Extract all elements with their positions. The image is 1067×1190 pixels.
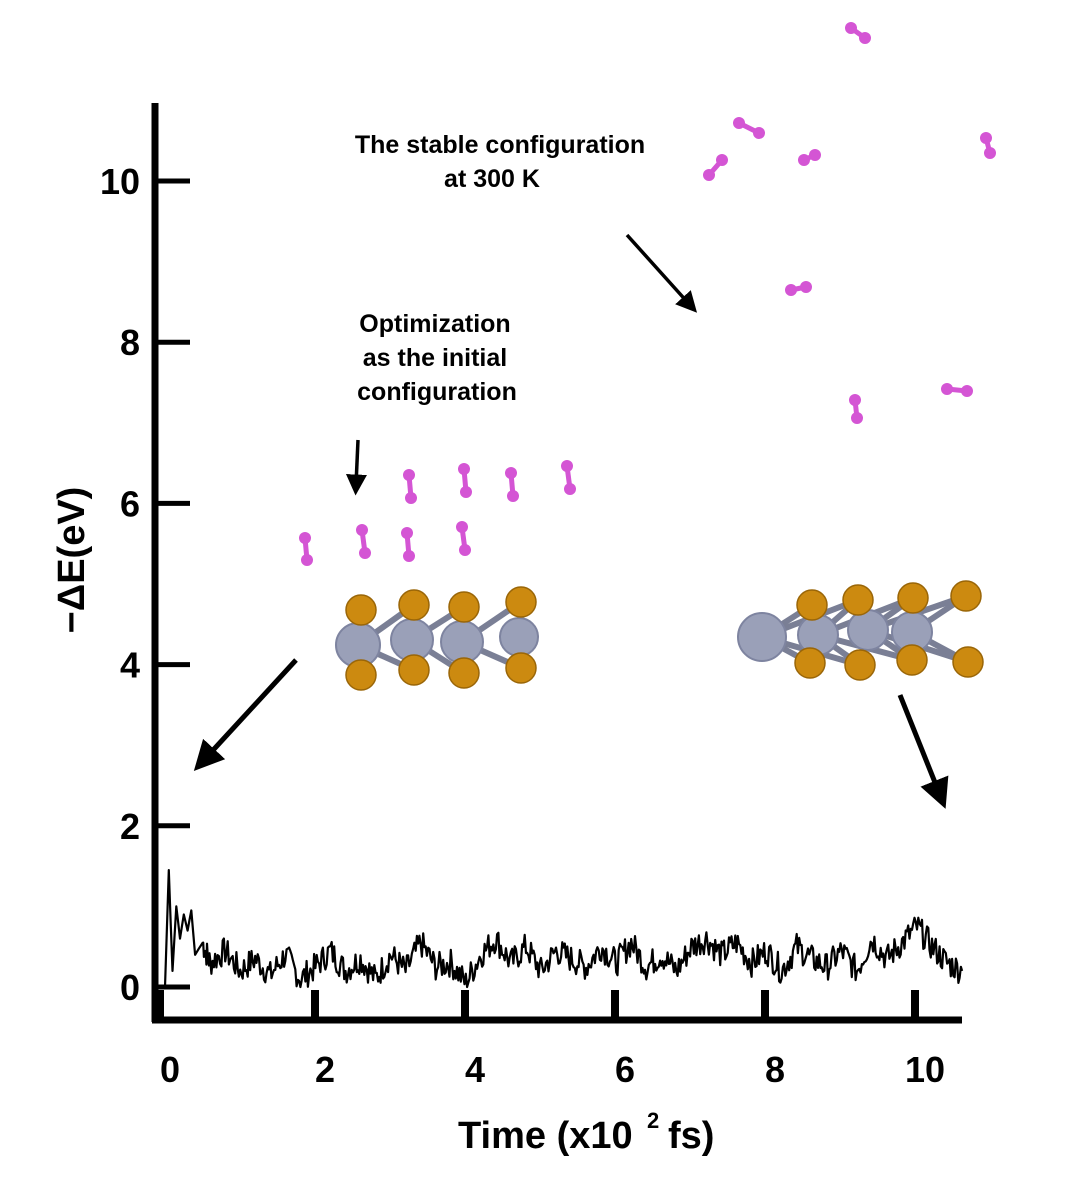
initial-configuration-structure [299,460,576,691]
initial-sulfur-bottom-1 [398,654,430,686]
stable-sulfur-top-2 [897,582,929,614]
arrow-initial-to-plot [193,658,298,772]
initial-metal-atom-3 [499,617,539,657]
x-tick-label-2: 2 [315,1049,335,1090]
stable-h2-molecule-7 [941,383,973,397]
initial-h2-molecule-6 [505,467,519,502]
y-tick-label-6: 6 [120,483,140,524]
stable-h2-molecule-0 [845,22,871,44]
annotation-stable-line-2: at 300 K [444,165,540,193]
stable-h2-molecule-1 [733,117,765,139]
initial-sulfur-top-3 [505,586,537,618]
annotation-optimization-line-3: configuration [357,378,517,406]
stable-sulfur-top-3 [950,580,982,612]
initial-sulfur-top-1 [398,589,430,621]
annotation-optimization-line-1: Optimization [359,310,510,338]
y-tick-label-10: 10 [100,161,140,202]
annotation-optimization: Optimization as the initial configuratio… [357,310,517,406]
annotation-stable: The stable configuration at 300 K [355,131,645,193]
y-tick-label-4: 4 [120,645,140,686]
axis-ticks [155,178,919,1020]
stable-sulfur-top-0 [796,589,828,621]
stable-sulfur-bottom-2 [896,644,928,676]
x-tick-label-6: 6 [615,1049,635,1090]
stable-mos2-slab [737,580,984,681]
initial-h2-molecule-5 [458,463,472,498]
stable-h2-molecule-5 [785,281,812,296]
initial-metal-atom-2 [440,620,484,664]
x-tick-label-0: 0 [160,1049,180,1090]
y-axis-title: −ΔE(eV) [51,487,93,634]
initial-h2-molecule-1 [356,524,371,559]
x-axis-title-exponent: 2 [647,1108,659,1133]
stable-sulfur-bottom-3 [952,646,984,678]
stable-metal-atom-2 [847,609,889,651]
initial-h2-molecule-7 [561,460,576,495]
initial-hydrogen-molecules [299,460,576,566]
y-tick-label-2: 2 [120,806,140,847]
arrow-stable-to-plot [897,694,949,809]
stable-configuration-structure [703,22,996,681]
x-axis-title: Time (x10 2 fs) [458,1108,714,1157]
x-axis-title-main: Time (x10 [458,1115,633,1157]
initial-sulfur-bottom-0 [345,659,377,691]
stable-metal-atom-0 [737,612,787,662]
initial-h2-molecule-2 [401,527,415,562]
stable-h2-molecule-3 [798,149,821,166]
x-axis-title-unit: fs) [668,1115,714,1157]
stable-h2-molecule-2 [703,154,728,181]
x-tick-label-10: 10 [905,1049,945,1090]
series-group [163,868,964,989]
initial-mos2-slab [335,586,539,691]
annotation-stable-line-1: The stable configuration [355,131,645,159]
stable-h2-molecule-4 [980,132,996,159]
x-tick-label-8: 8 [765,1049,785,1090]
initial-sulfur-bottom-2 [448,657,480,689]
stable-h2-molecule-6 [849,394,863,424]
stable-sulfur-bottom-1 [844,649,876,681]
initial-sulfur-top-2 [448,591,480,623]
annotation-optimization-line-2: as the initial [363,344,507,372]
arrow-stable-to-structure [625,233,698,313]
stable-hydrogen-molecules [703,22,996,424]
stable-sulfur-bottom-0 [794,647,826,679]
initial-sulfur-bottom-3 [505,652,537,684]
x-tick-label-4: 4 [465,1049,485,1090]
initial-sulfur-top-0 [345,594,377,626]
initial-h2-molecule-3 [456,521,471,556]
initial-h2-molecule-0 [299,532,313,566]
series-line-0 [163,868,964,989]
stable-sulfur-top-1 [842,584,874,616]
initial-h2-molecule-4 [403,469,417,504]
y-tick-label-8: 8 [120,322,140,363]
arrow-optimization-down [345,439,367,496]
y-tick-label-0: 0 [120,967,140,1008]
tick-labels: 0 2 4 6 8 10 0 2 4 6 8 10 [100,161,945,1090]
axes [151,103,962,1024]
